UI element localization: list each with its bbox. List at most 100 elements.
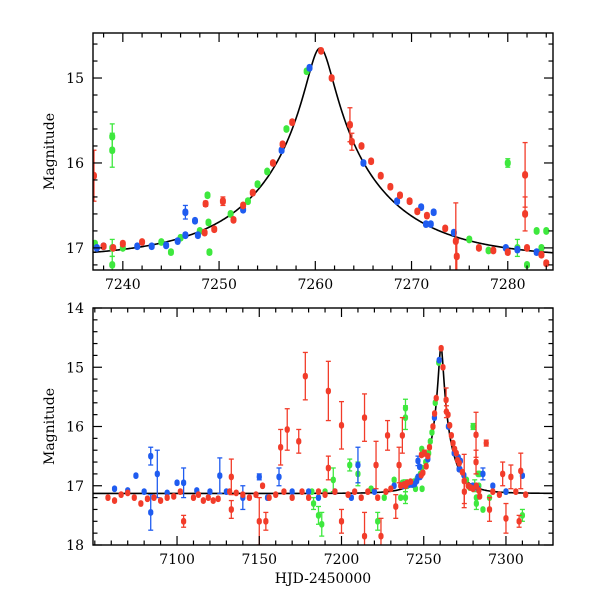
data-point xyxy=(148,509,154,516)
data-point xyxy=(144,495,151,503)
data-point xyxy=(387,182,394,191)
data-point xyxy=(281,488,287,496)
x-tick-label: 7280 xyxy=(490,277,526,293)
data-point xyxy=(182,208,189,217)
data-point xyxy=(109,146,116,155)
x-tick-label: 7100 xyxy=(159,552,195,568)
data-point xyxy=(361,414,368,421)
x-tick-label: 7200 xyxy=(324,552,360,568)
data-point xyxy=(228,473,234,481)
data-point xyxy=(205,218,212,227)
data-point xyxy=(310,500,317,507)
plot-frame xyxy=(92,32,554,271)
data-point xyxy=(503,488,509,496)
data-point xyxy=(289,494,295,501)
data-point xyxy=(299,488,305,496)
data-point xyxy=(319,520,325,528)
data-point xyxy=(278,146,285,155)
data-point xyxy=(322,491,328,499)
data-point xyxy=(306,63,313,72)
y-tick-label: 16 xyxy=(66,420,84,436)
series-blue xyxy=(93,63,540,257)
data-point xyxy=(519,511,526,519)
data-point xyxy=(524,244,531,252)
data-point xyxy=(289,118,296,127)
data-point xyxy=(381,494,387,501)
data-point xyxy=(377,171,384,180)
data-point xyxy=(500,470,506,478)
data-point xyxy=(244,197,251,206)
data-point xyxy=(81,261,87,269)
data-point xyxy=(504,159,511,167)
x-tick-label: 7150 xyxy=(241,552,277,568)
data-point xyxy=(177,488,183,496)
data-point xyxy=(414,207,421,216)
data-point xyxy=(109,261,116,269)
data-point xyxy=(302,372,308,380)
y-tick-label: 15 xyxy=(66,360,84,376)
data-point xyxy=(347,461,353,469)
data-point xyxy=(453,449,459,457)
data-point xyxy=(516,517,522,525)
data-point xyxy=(477,493,483,500)
data-point xyxy=(384,432,391,439)
data-point xyxy=(399,432,405,439)
data-point xyxy=(518,467,524,475)
data-point xyxy=(296,437,302,445)
data-point xyxy=(433,394,439,402)
data-point xyxy=(391,476,397,484)
data-point xyxy=(358,494,364,501)
data-point xyxy=(219,197,226,206)
data-point xyxy=(426,443,433,451)
data-point xyxy=(523,491,529,499)
data-point xyxy=(210,497,216,504)
data-point xyxy=(375,494,381,501)
data-point xyxy=(133,472,139,480)
data-point xyxy=(375,517,381,525)
data-point xyxy=(100,242,107,251)
data-point xyxy=(279,140,286,149)
data-point xyxy=(513,488,519,496)
data-point xyxy=(373,461,379,469)
data-point xyxy=(174,237,181,246)
data-point xyxy=(514,245,521,254)
data-point xyxy=(266,494,272,501)
data-point xyxy=(431,410,438,417)
data-point xyxy=(480,506,486,513)
plot-area xyxy=(93,344,553,545)
data-point xyxy=(157,497,164,504)
data-point xyxy=(204,191,211,200)
data-point xyxy=(278,443,284,451)
data-point xyxy=(154,470,160,478)
data-point xyxy=(283,125,290,133)
data-point xyxy=(131,494,137,501)
data-point xyxy=(119,239,126,248)
series-red xyxy=(93,46,550,270)
data-point xyxy=(466,235,473,244)
data-point xyxy=(328,74,335,82)
data-point xyxy=(522,170,529,179)
y-tick-label: 16 xyxy=(66,156,84,172)
data-point xyxy=(315,488,322,496)
data-point xyxy=(111,497,118,504)
data-point xyxy=(164,489,170,497)
data-point xyxy=(105,494,111,501)
data-point xyxy=(496,491,502,499)
data-point xyxy=(490,246,497,255)
data-point xyxy=(93,171,97,180)
data-point xyxy=(352,488,358,496)
data-point xyxy=(338,517,345,525)
data-point xyxy=(378,532,384,540)
data-point xyxy=(447,421,453,429)
data-point xyxy=(171,493,177,500)
data-point xyxy=(206,248,213,257)
data-point xyxy=(163,241,170,250)
data-point xyxy=(338,421,345,429)
data-point xyxy=(490,488,496,496)
data-point xyxy=(417,463,423,471)
data-point xyxy=(190,494,197,501)
data-point xyxy=(233,489,239,497)
data-point xyxy=(423,211,430,220)
x-tick-label: 7270 xyxy=(394,277,430,293)
